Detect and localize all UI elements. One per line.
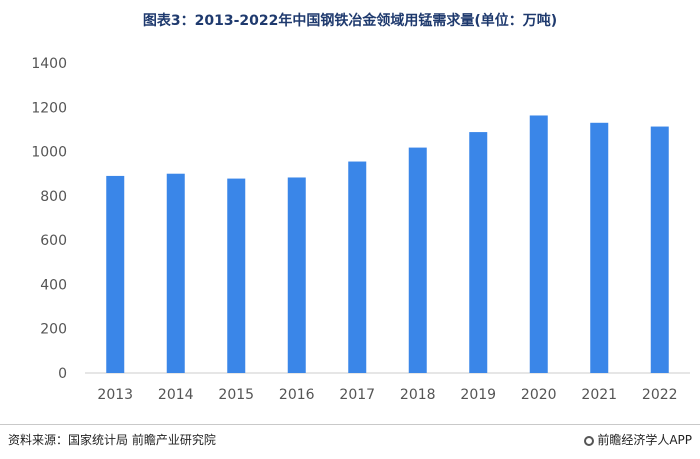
x-tick-label: 2013: [97, 387, 133, 403]
bar-2020: [529, 115, 548, 373]
bar-2016: [287, 177, 306, 373]
x-tick-label: 2018: [400, 387, 436, 403]
bar-2021: [590, 122, 609, 374]
bar-2018: [408, 147, 427, 373]
x-axis-ticks: 2013 2014 2015 2016 2017 2018 2019 2020 2021 2022: [97, 387, 677, 403]
y-tick-label: 400: [40, 277, 67, 293]
y-axis-ticks: 0 200 400 600 800 1000 1200 1400: [31, 56, 67, 382]
footer: 资料来源：国家统计局 前瞻产业研究院 前瞻经济学人APP: [0, 424, 700, 459]
x-tick-label: 2014: [158, 387, 194, 403]
chart-title: 图表3：2013-2022年中国钢铁冶金领域用锰需求量(单位：万吨): [142, 13, 558, 29]
x-tick-label: 2022: [642, 387, 678, 403]
brand-logo-icon: [584, 436, 595, 446]
brand-label: 前瞻经济学人APP: [584, 431, 692, 448]
source-text: 资料来源：国家统计局 前瞻产业研究院: [8, 433, 216, 447]
y-tick-label: 600: [40, 233, 67, 249]
x-tick-label: 2015: [218, 387, 254, 403]
x-tick-label: 2016: [279, 387, 315, 403]
y-tick-label: 1000: [31, 145, 67, 161]
bar-2015: [227, 178, 246, 373]
y-tick-label: 1400: [31, 56, 67, 72]
y-tick-label: 1200: [31, 100, 67, 116]
bars: [106, 115, 669, 374]
bar-2022: [650, 126, 669, 373]
y-tick-label: 800: [40, 189, 67, 205]
brand-text: 前瞻经济学人APP: [597, 433, 692, 447]
x-tick-label: 2020: [521, 387, 557, 403]
bar-2017: [348, 161, 367, 373]
y-tick-label: 0: [58, 366, 67, 382]
x-tick-label: 2017: [339, 387, 375, 403]
y-tick-label: 200: [40, 322, 67, 338]
bar-2019: [469, 132, 488, 373]
bar-2013: [106, 175, 125, 373]
x-tick-label: 2019: [460, 387, 496, 403]
x-tick-label: 2021: [581, 387, 617, 403]
bar-2014: [166, 173, 185, 373]
